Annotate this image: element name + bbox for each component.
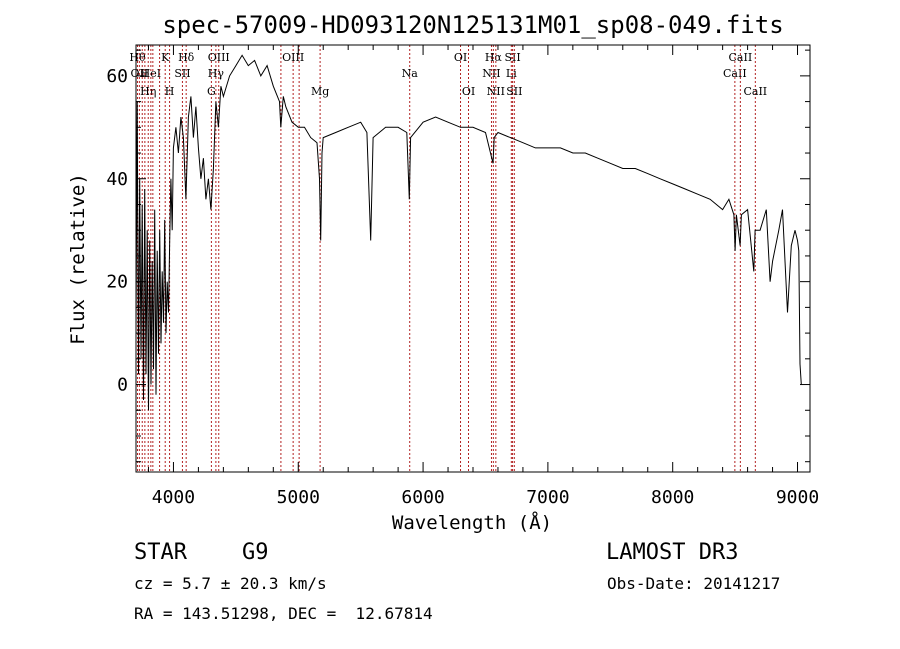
line-marker-label: OIII [208,51,230,64]
line-marker-label: NII [487,85,505,98]
x-tick-label: 5000 [277,487,320,508]
line-marker-label: SII [174,67,190,80]
coordinates: RA = 143.51298, DEC = 12.67814 [134,604,433,623]
redshift-value: cz = 5.7 ± 20.3 km/s [134,574,327,593]
chart-title: spec-57009-HD093120N125131M01_sp08-049.f… [162,11,783,39]
line-marker-label: Hδ [178,51,195,64]
line-marker-label: Na [402,67,419,80]
line-marker-label: CaII [743,85,767,98]
x-tick-label: 6000 [401,487,444,508]
y-tick-label: 0 [117,375,128,396]
line-marker-label: Mg [311,85,329,98]
plot-frame [135,44,811,473]
line-marker-label: Hα [485,51,503,64]
x-tick-label: 8000 [651,487,694,508]
line-marker-label: Li [506,67,517,80]
object-class: STAR [134,540,187,565]
line-marker-label: OI [454,51,467,64]
line-marker-label: OII [131,67,149,80]
line-marker-label: Hγ [208,67,225,80]
line-marker-label: OIII [282,51,304,64]
spectrum-line [135,54,802,411]
y-tick-label: 40 [106,169,128,190]
line-marker-label: OI [462,85,475,98]
x-tick-label: 7000 [526,487,569,508]
line-marker-label: K [161,51,170,64]
x-tick-label: 9000 [776,487,819,508]
line-marker-label: CaII [729,51,753,64]
line-marker-label: HeI [141,67,161,80]
spectrum-series [135,54,802,411]
survey-name: LAMOST DR3 [606,540,739,565]
obs-date: Obs-Date: 20141217 [607,574,781,593]
line-marker-label: NII [482,67,500,80]
object-subclass: G9 [242,540,269,565]
line-marker-label: Hη [140,85,156,98]
y-tick-label: 60 [106,66,128,87]
y-axis: 0 20 40 60 [106,49,810,463]
line-marker-label: Hθ [129,51,146,64]
x-tick-label: 4000 [152,487,195,508]
y-axis-label: Flux (relative) [67,173,89,345]
line-marker-label: SII [504,51,520,64]
x-axis-label: Wavelength (Å) [392,511,552,534]
x-axis: 4000 5000 6000 7000 8000 9000 [147,45,819,508]
line-marker-label: G [207,85,216,98]
line-marker-label: SII [506,85,522,98]
y-tick-label: 20 [106,272,128,293]
line-marker-label: H [165,85,175,98]
line-marker-label: CaII [723,67,747,80]
